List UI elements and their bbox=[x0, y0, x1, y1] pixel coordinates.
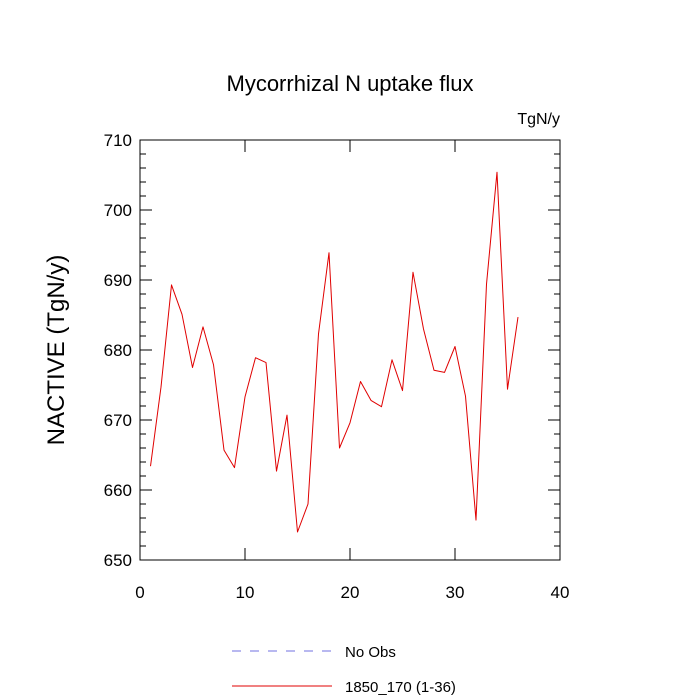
plot-area-border bbox=[139, 139, 561, 561]
y-tick-label: 670 bbox=[104, 411, 132, 430]
axis-ticks bbox=[139, 139, 561, 561]
x-tick-label: 0 bbox=[135, 583, 144, 602]
x-tick-label: 30 bbox=[446, 583, 465, 602]
series-line bbox=[150, 171, 519, 533]
y-tick-label: 700 bbox=[104, 201, 132, 220]
x-tick-label: 20 bbox=[341, 583, 360, 602]
y-tick-label: 710 bbox=[104, 131, 132, 150]
plot-frame bbox=[139, 139, 561, 561]
legend-label-no-obs: No Obs bbox=[345, 644, 396, 661]
units-label: TgN/y bbox=[517, 111, 560, 128]
chart-title: Mycorrhizal N uptake flux bbox=[227, 71, 474, 96]
legend-label-1850-170: 1850_170 (1-36) bbox=[345, 679, 456, 696]
axis-tick-labels: 0 10 20 30 40 650 660 670 680 690 700 710 bbox=[104, 131, 570, 602]
y-tick-label: 680 bbox=[104, 341, 132, 360]
x-tick-label: 40 bbox=[551, 583, 570, 602]
y-tick-label: 650 bbox=[104, 551, 132, 570]
y-tick-label: 660 bbox=[104, 481, 132, 500]
y-axis-label: NACTIVE (TgN/y) bbox=[43, 255, 70, 446]
x-tick-label: 10 bbox=[236, 583, 255, 602]
series-layer bbox=[150, 171, 519, 533]
y-tick-label: 690 bbox=[104, 271, 132, 290]
legend: No Obs 1850_170 (1-36) bbox=[232, 644, 456, 696]
